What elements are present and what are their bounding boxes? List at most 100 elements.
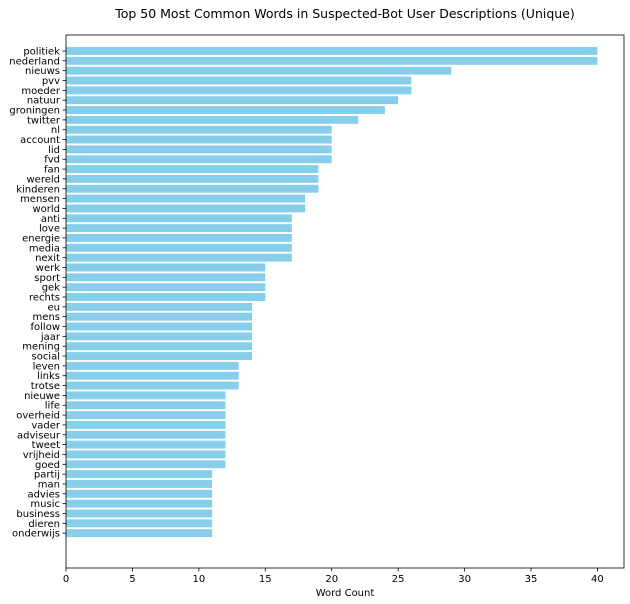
y-tick-label: nieuwe <box>24 391 60 402</box>
x-tick-label: 5 <box>129 574 135 585</box>
bar-media <box>66 243 292 252</box>
bar-pvv <box>66 76 412 85</box>
y-axis-ticks: politieknederlandnieuwspvvmoedernatuurgr… <box>9 47 66 540</box>
bar-love <box>66 224 292 233</box>
y-tick-label: partij <box>34 470 60 481</box>
bar-mensen <box>66 194 306 203</box>
y-tick-label: eu <box>48 302 61 313</box>
y-tick-label: mening <box>22 342 60 353</box>
x-axis-label: Word Count <box>316 588 375 599</box>
bar-energie <box>66 234 292 242</box>
x-tick-label: 15 <box>259 574 272 585</box>
y-tick-label: mensen <box>20 194 60 205</box>
y-tick-label: wereld <box>26 174 60 185</box>
x-tick-label: 25 <box>392 574 405 585</box>
y-tick-label: rechts <box>29 293 60 304</box>
bar-mens <box>66 312 252 321</box>
bar-goed <box>66 460 226 469</box>
y-tick-label: follow <box>31 322 61 333</box>
y-tick-label: account <box>20 135 60 146</box>
bar-man <box>66 480 213 488</box>
bar-nieuwe <box>66 391 226 400</box>
bar-rechts <box>66 293 266 301</box>
y-tick-label: vrijheid <box>23 450 60 461</box>
bar-social <box>66 352 252 360</box>
y-tick-label: business <box>16 509 60 520</box>
bar-lid <box>66 145 332 154</box>
bar-vader <box>66 420 226 429</box>
y-tick-label: groningen <box>9 106 60 117</box>
bar-fvd <box>66 155 332 164</box>
y-tick-label: nieuws <box>25 66 60 77</box>
y-tick-label: fan <box>44 165 60 176</box>
bar-music <box>66 499 213 508</box>
x-axis-ticks: 0 5 10 15 20 25 30 35 40 <box>63 568 604 585</box>
bar-tweet <box>66 440 226 449</box>
y-tick-label: nl <box>51 125 60 136</box>
bar-mening <box>66 342 252 351</box>
bar-twitter <box>66 115 359 124</box>
y-tick-label: lid <box>48 145 60 156</box>
y-tick-label: man <box>38 479 60 490</box>
y-tick-label: moeder <box>21 86 61 97</box>
y-tick-label: vader <box>31 420 61 431</box>
y-tick-label: sport <box>34 273 60 284</box>
bar-overheid <box>66 411 226 420</box>
x-tick-label: 0 <box>63 574 69 585</box>
y-tick-label: links <box>37 371 60 382</box>
y-tick-label: tweet <box>32 440 60 451</box>
x-tick-label: 30 <box>458 574 471 585</box>
bar-leven <box>66 361 239 370</box>
bar-business <box>66 509 213 518</box>
bar-trotse <box>66 381 239 390</box>
bar-dieren <box>66 519 213 528</box>
y-tick-label: world <box>32 204 60 215</box>
bar-life <box>66 401 226 410</box>
y-tick-label: adviseur <box>17 430 61 441</box>
bar-natuur <box>66 96 399 105</box>
bar-kinderen <box>66 184 319 193</box>
bar-groningen <box>66 106 385 114</box>
y-tick-label: jaar <box>40 332 61 343</box>
bar-werk <box>66 263 266 272</box>
bar-nieuws <box>66 66 452 75</box>
y-tick-label: twitter <box>27 115 61 126</box>
y-tick-label: onderwijs <box>12 529 60 540</box>
x-tick-label: 35 <box>525 574 538 585</box>
x-tick-label: 10 <box>192 574 205 585</box>
y-tick-label: leven <box>33 361 60 372</box>
y-tick-label: social <box>31 352 60 363</box>
bar-partij <box>66 470 213 479</box>
y-tick-label: love <box>39 224 60 235</box>
bar-vrijheid <box>66 450 226 459</box>
y-tick-label: nexit <box>35 253 60 264</box>
bar-links <box>66 371 239 380</box>
y-tick-label: anti <box>41 214 60 225</box>
y-tick-label: natuur <box>27 96 61 107</box>
bar-advies <box>66 489 213 498</box>
bar-nl <box>66 125 332 134</box>
y-tick-label: nederland <box>9 56 60 67</box>
bar-follow <box>66 322 252 331</box>
bar-account <box>66 135 332 144</box>
y-tick-label: overheid <box>16 411 60 422</box>
bar-fan <box>66 165 319 174</box>
plot-frame <box>65 34 625 569</box>
bar-jaar <box>66 332 252 341</box>
bar-nexit <box>66 253 292 262</box>
bar-sport <box>66 273 266 282</box>
y-tick-label: politiek <box>23 47 60 58</box>
y-tick-label: energie <box>22 233 60 244</box>
bar-nederland <box>66 56 598 65</box>
y-tick-label: goed <box>35 460 60 471</box>
y-tick-label: music <box>30 499 60 510</box>
y-tick-label: advies <box>27 489 60 500</box>
bar-onderwijs <box>66 529 213 538</box>
x-tick-label: 40 <box>591 574 604 585</box>
y-tick-label: fvd <box>44 155 60 166</box>
y-tick-label: dieren <box>28 519 60 530</box>
x-tick-label: 20 <box>325 574 338 585</box>
y-tick-label: kinderen <box>16 184 60 195</box>
bars <box>66 47 598 538</box>
